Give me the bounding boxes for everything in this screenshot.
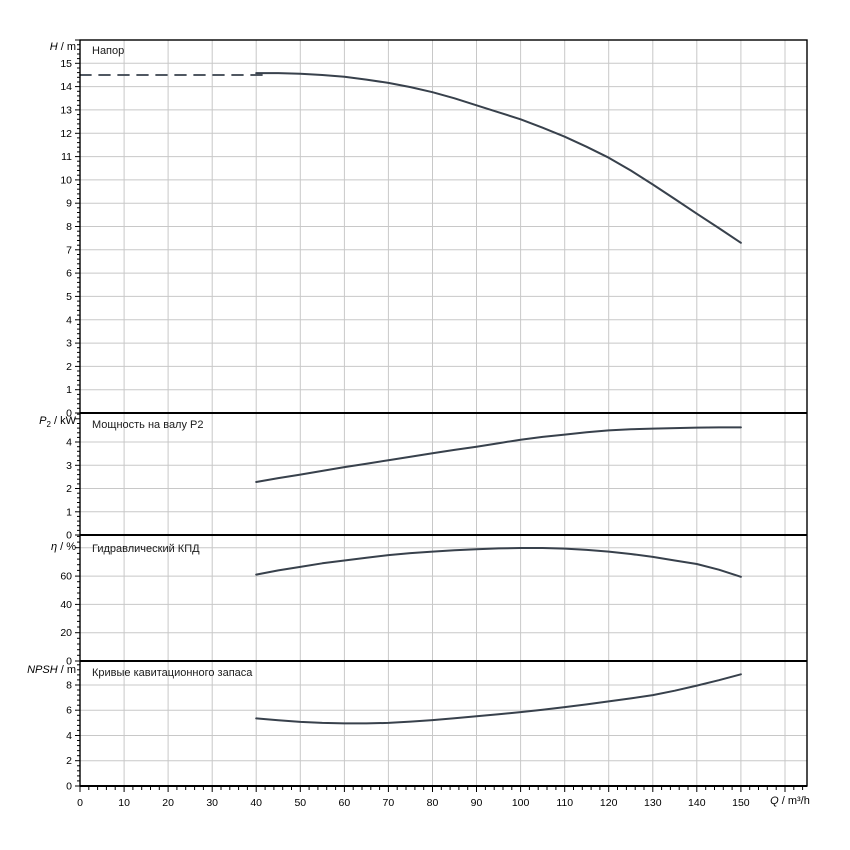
chart-title-efficiency: Гидравлический КПД: [92, 543, 200, 555]
npsh-npsh-curve: [255, 673, 742, 725]
chart-title-head: Напор: [92, 45, 125, 57]
y-tick-label: 3: [66, 338, 72, 350]
tick-labels: 0123456789101112131415012340204060024680…: [60, 58, 750, 809]
y-tick-label: 8: [66, 680, 72, 692]
x-tick-label: 110: [556, 797, 573, 809]
y-tick-label: 40: [60, 599, 72, 611]
y-tick-label: 2: [66, 483, 72, 495]
y-tick-label: 15: [60, 58, 72, 70]
y-tick-label: 2: [66, 361, 72, 373]
y-tick-label: 9: [66, 198, 72, 210]
y-tick-label: 4: [66, 730, 72, 742]
efficiency-eta-curve: [255, 547, 742, 578]
y-tick-label: 13: [60, 104, 72, 116]
y-tick-label: 0: [66, 656, 72, 668]
y-tick-label: 6: [66, 705, 72, 717]
x-axis-label: Q / m³/h: [770, 795, 810, 807]
x-tick-label: 60: [339, 797, 351, 809]
x-tick-label: 150: [732, 797, 750, 809]
y-tick-label: 1: [66, 506, 72, 518]
y-tick-label: 20: [60, 627, 72, 639]
y-tick-label: 5: [66, 291, 72, 303]
x-tick-label: 40: [250, 797, 262, 809]
chart-title-power: Мощность на валу P2: [92, 419, 204, 431]
power-p2-curve: [255, 426, 742, 483]
y-tick-label: 10: [60, 174, 72, 186]
x-tick-label: 130: [644, 797, 662, 809]
gridlines: [80, 40, 807, 786]
y-axis-label-npsh: NPSH / m: [27, 664, 76, 676]
x-tick-label: 80: [427, 797, 439, 809]
y-tick-label: 14: [60, 81, 72, 93]
x-tick-label: 50: [294, 797, 306, 809]
x-tick-label: 120: [600, 797, 618, 809]
x-tick-label: 10: [118, 797, 130, 809]
curves: [79, 72, 742, 725]
y-tick-label: 0: [66, 408, 72, 420]
y-tick-label: 7: [66, 244, 72, 256]
ticks: [75, 39, 804, 792]
x-tick-label: 100: [512, 797, 530, 809]
y-tick-label: 6: [66, 268, 72, 280]
y-tick-label: 4: [66, 437, 72, 449]
chart-title-npsh: Кривые кавитационного запаса: [92, 667, 253, 679]
y-tick-label: 3: [66, 460, 72, 472]
x-tick-label: 0: [77, 797, 83, 809]
x-tick-label: 20: [162, 797, 174, 809]
x-tick-label: 90: [471, 797, 483, 809]
y-axis-label-efficiency: η / %: [50, 541, 76, 553]
y-tick-label: 0: [66, 781, 72, 793]
x-tick-label: 140: [688, 797, 706, 809]
y-tick-label: 2: [66, 755, 72, 767]
y-tick-label: 11: [61, 151, 72, 163]
y-tick-label: 1: [66, 384, 72, 396]
y-tick-label: 0: [66, 530, 72, 542]
y-tick-label: 12: [60, 128, 72, 140]
y-tick-label: 60: [60, 571, 72, 583]
y-tick-label: 4: [66, 314, 72, 326]
y-axis-label-power: P2 / kW: [39, 415, 76, 430]
y-tick-label: 8: [66, 221, 72, 233]
head-hq-curve: [255, 72, 742, 244]
x-tick-label: 70: [383, 797, 395, 809]
y-axis-label-head: H / m: [49, 41, 76, 53]
x-tick-label: 30: [206, 797, 218, 809]
